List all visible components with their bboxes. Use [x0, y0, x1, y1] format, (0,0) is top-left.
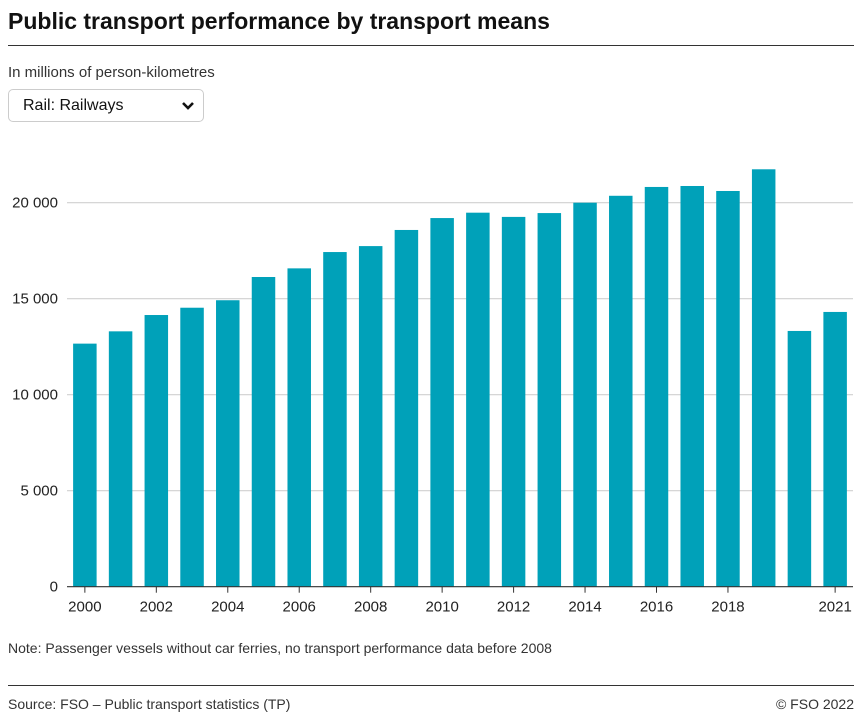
- bar-2021: [823, 311, 847, 587]
- x-tick-label: 2014: [568, 599, 601, 616]
- chart-note: Note: Passenger vessels without car ferr…: [8, 640, 552, 656]
- x-tick-label: 2002: [140, 599, 173, 616]
- bar-2015: [609, 195, 633, 587]
- bar-2009: [394, 229, 419, 587]
- footer-divider: [8, 685, 854, 686]
- chart-title: Public transport performance by transpor…: [8, 8, 550, 34]
- bar-2016: [644, 186, 669, 587]
- bar-2001: [108, 331, 133, 587]
- dropdown-selected: Rail: Railways: [23, 97, 124, 114]
- bar-2003: [180, 307, 204, 587]
- x-tick-label: 2018: [711, 599, 744, 616]
- y-tick-label: 20 000: [12, 195, 58, 212]
- bar-2002: [144, 315, 169, 587]
- transport-means-dropdown[interactable]: Rail: Railways: [8, 89, 204, 122]
- bar-2019: [751, 169, 776, 587]
- y-tick-label: 10 000: [12, 387, 58, 404]
- bar-2008: [358, 246, 383, 587]
- bar-2017: [680, 185, 704, 587]
- bar-2014: [573, 202, 597, 587]
- bar-2004: [216, 300, 240, 587]
- x-tick-label: 2006: [283, 599, 316, 616]
- bar-chart: 0 5 000 10 000 15 000 20 000 2000 2002 2004 2006…: [12, 169, 853, 616]
- bar-2007: [323, 252, 347, 587]
- x-tick-label: 2004: [211, 599, 244, 616]
- x-tick-label: 2000: [68, 599, 101, 616]
- x-tick-label: 2008: [354, 599, 387, 616]
- y-tick-label: 15 000: [12, 291, 58, 308]
- copyright-text: © FSO 2022: [775, 696, 854, 712]
- bar-2011: [466, 212, 490, 587]
- x-tick-label: 2012: [497, 599, 530, 616]
- chevron-down-icon: [182, 102, 194, 110]
- bar-2005: [251, 277, 276, 587]
- bar-2020: [787, 330, 812, 587]
- x-tick-label: 2010: [425, 599, 458, 616]
- bar-2006: [287, 268, 311, 587]
- source-text: Source: FSO – Public transport statistic…: [8, 696, 291, 712]
- bar-2018: [716, 190, 740, 587]
- y-tick-label: 0: [50, 579, 58, 596]
- bar-2000: [73, 343, 97, 587]
- x-tick-label: 2021: [818, 599, 851, 616]
- title-divider: [8, 45, 854, 46]
- bar-2013: [537, 213, 562, 587]
- bar-2010: [430, 218, 454, 587]
- bar-2012: [501, 216, 526, 587]
- x-tick-label: 2016: [640, 599, 673, 616]
- y-tick-label: 5 000: [20, 483, 58, 500]
- unit-subtitle: In millions of person-kilometres: [8, 64, 215, 81]
